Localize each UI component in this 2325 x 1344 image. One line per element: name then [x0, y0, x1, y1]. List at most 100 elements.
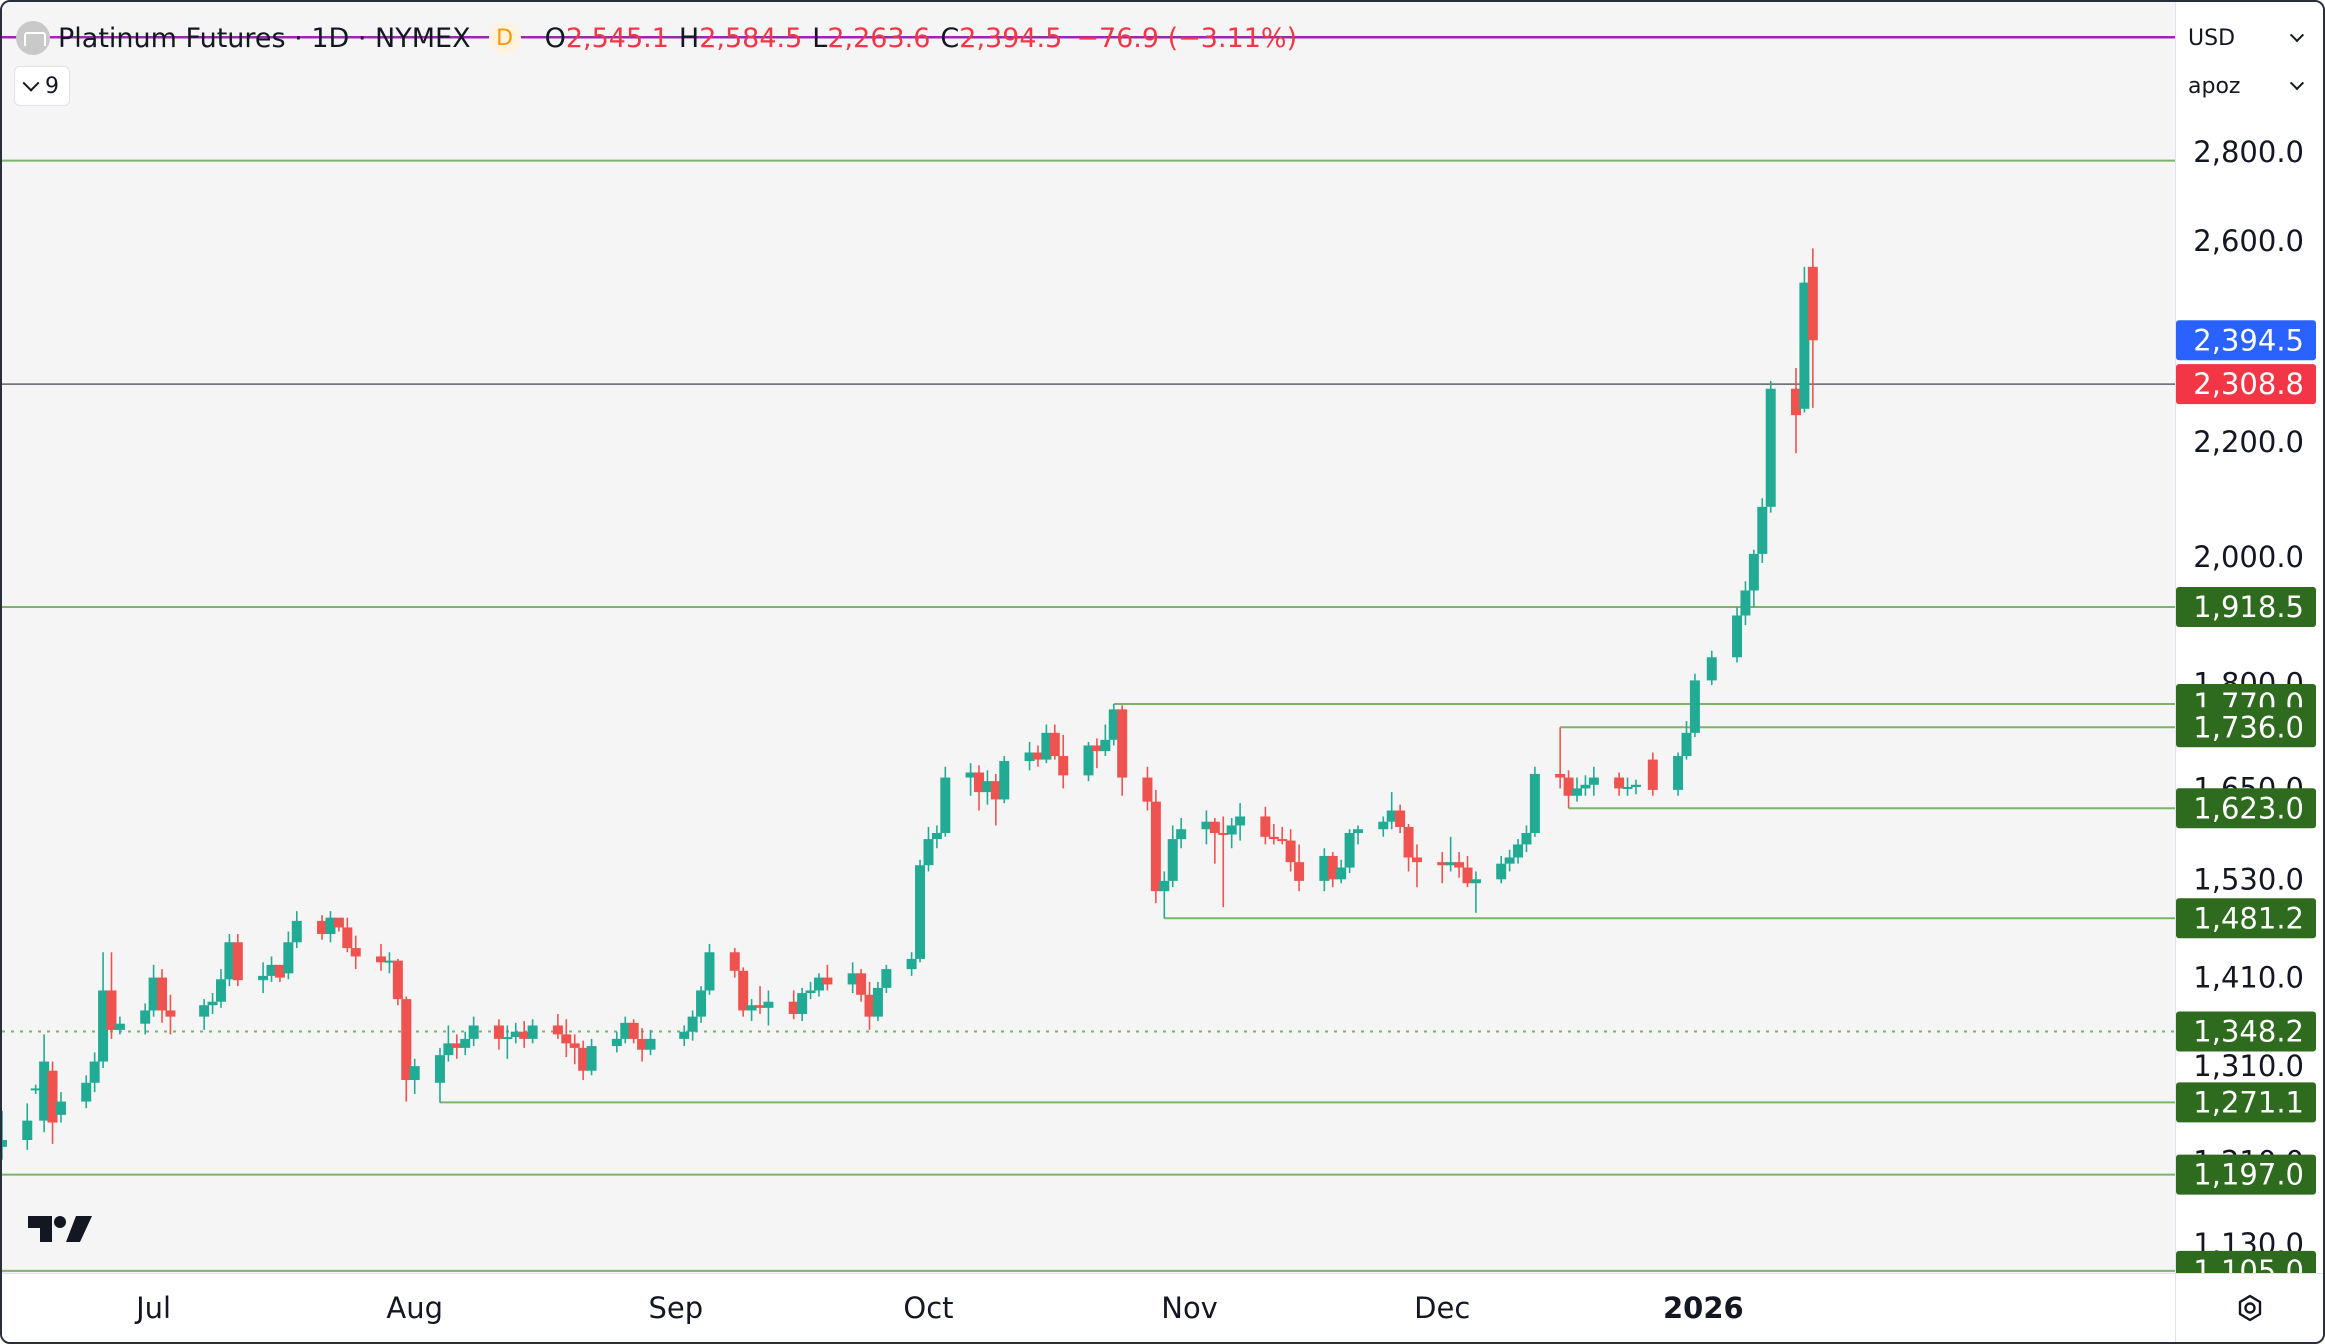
candle: [620, 1016, 631, 1044]
candle-body: [502, 1037, 513, 1040]
candle: [1344, 829, 1355, 874]
unit-select[interactable]: apoz: [2180, 66, 2310, 106]
time-axis[interactable]: Jul Aug Sep Oct Nov Dec 2026: [2, 1273, 2175, 1343]
candle-body: [637, 1038, 648, 1050]
candle-body: [1091, 745, 1102, 752]
price-tick-label: 2,000.0: [2193, 540, 2304, 574]
level-price-label-bg: [2176, 1154, 2316, 1195]
candle: [502, 1025, 513, 1059]
level-price-label-bg: [2176, 1082, 2316, 1123]
candle: [232, 934, 243, 987]
candle-body: [1049, 732, 1060, 757]
candle: [325, 911, 336, 943]
candle-body: [519, 1031, 530, 1039]
time-axis-canvas[interactable]: Jul Aug Sep Oct Nov Dec 2026: [2, 1274, 2175, 1343]
candle: [1790, 367, 1801, 454]
candle-body: [1563, 777, 1574, 796]
candle: [1260, 806, 1271, 845]
candle: [1336, 859, 1347, 884]
chart-canvas[interactable]: [2, 2, 2175, 1273]
level-price-label-bg: [2176, 586, 2316, 627]
candle-body: [738, 970, 749, 1011]
chevron-down-icon: [2289, 28, 2305, 43]
candle: [940, 766, 951, 837]
candle-body: [1176, 829, 1187, 840]
candle-body: [999, 761, 1010, 800]
candle: [39, 1034, 50, 1133]
candle: [519, 1021, 530, 1048]
candle-body: [788, 1001, 799, 1014]
price-scale-canvas[interactable]: 2,800.02,600.02,200.02,000.01,800.01,650…: [2176, 2, 2324, 1291]
candle: [157, 969, 168, 1023]
candle-body: [1167, 839, 1178, 881]
currency-select[interactable]: USD: [2180, 18, 2310, 58]
candle-body: [1150, 801, 1161, 892]
indicators-toggle-button[interactable]: 9: [14, 66, 70, 106]
candle-body: [1647, 759, 1658, 790]
candle-body: [199, 1005, 210, 1017]
candle: [788, 990, 799, 1020]
price-scale[interactable]: 2,800.02,600.02,200.02,000.01,800.01,650…: [2175, 2, 2324, 1291]
candle-body: [1765, 388, 1776, 507]
candle: [805, 981, 816, 1000]
candle-body: [1470, 879, 1481, 884]
candle: [982, 770, 993, 805]
gear-icon[interactable]: [2232, 1290, 2268, 1326]
candle-body: [266, 964, 277, 976]
candle-body: [696, 990, 707, 1017]
candle: [1462, 855, 1473, 888]
candle-body: [1681, 732, 1692, 757]
chart-pane[interactable]: [2, 2, 2175, 1273]
indicator-count: 9: [45, 73, 59, 99]
candle-body: [1108, 709, 1119, 740]
candle-body: [1740, 590, 1751, 616]
candle-body: [1395, 810, 1406, 827]
candle: [401, 996, 412, 1102]
candle: [1740, 581, 1751, 626]
candle: [1563, 770, 1574, 809]
candle: [1319, 848, 1330, 892]
candle: [98, 952, 109, 1068]
candle-body: [611, 1038, 622, 1047]
candle-body: [1260, 816, 1271, 837]
candle-body: [493, 1025, 504, 1039]
candle-body: [451, 1043, 462, 1048]
candle-body: [1614, 777, 1625, 789]
candle-body: [207, 1001, 218, 1006]
candle: [30, 1084, 41, 1095]
symbol-title[interactable]: Platinum Futures · 1D · NYMEX: [58, 22, 471, 54]
tradingview-logo-icon[interactable]: [26, 1210, 96, 1246]
candle: [881, 964, 892, 994]
close-value: 2,394.5: [959, 22, 1063, 54]
candle: [165, 994, 176, 1035]
high-label: H: [678, 22, 700, 54]
level-price-label-bg: [2176, 898, 2316, 939]
candle: [687, 1010, 698, 1041]
candle-body: [1454, 862, 1465, 868]
candle-body: [1226, 825, 1237, 835]
time-tick-label: Jul: [134, 1291, 171, 1325]
candle-body: [1201, 821, 1212, 830]
open-value: 2,545.1: [565, 22, 669, 54]
candle: [1588, 766, 1599, 796]
candle: [1268, 823, 1279, 845]
price-tick-label: 1,310.0: [2193, 1049, 2304, 1083]
candle-body: [990, 781, 1001, 800]
candle: [1799, 266, 1810, 413]
candle: [965, 763, 976, 796]
candle-body: [384, 960, 395, 963]
price-tick-label: 1,530.0: [2193, 862, 2304, 896]
candle: [1757, 498, 1768, 563]
candle: [1513, 839, 1524, 864]
price-tick-label: 1,410.0: [2193, 961, 2304, 995]
candle: [729, 948, 740, 978]
candle-body: [1572, 788, 1583, 796]
candle: [266, 956, 277, 982]
candle: [333, 917, 344, 932]
candle-body: [1673, 756, 1684, 790]
candle-body: [274, 964, 285, 978]
candle: [1032, 745, 1043, 767]
candle-body: [1277, 839, 1288, 842]
time-tick-label: 2026: [1663, 1291, 1744, 1325]
